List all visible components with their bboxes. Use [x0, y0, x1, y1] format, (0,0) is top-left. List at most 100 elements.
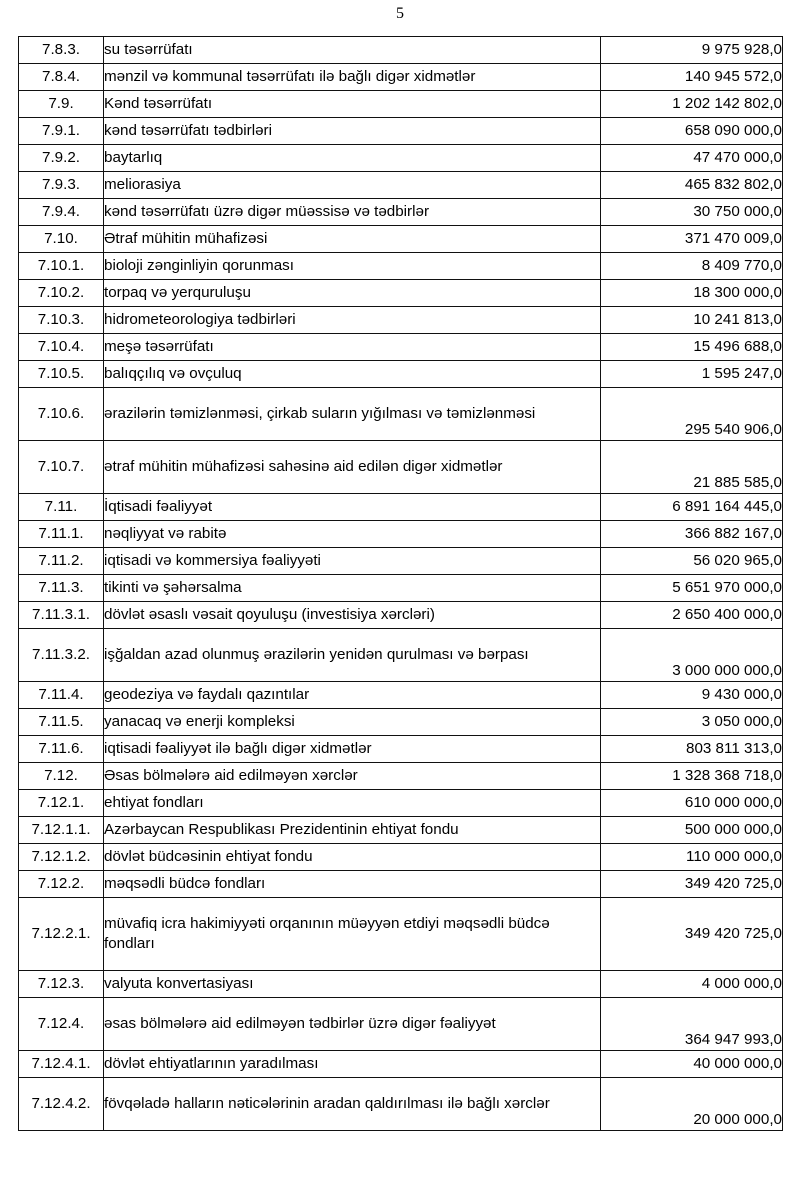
row-name-cell: ətraf mühitin mühafizəsi sahəsinə aid ed…	[103, 440, 601, 494]
row-name-cell: yanacaq və enerji kompleksi	[103, 708, 601, 736]
table-row: 7.9.2. baytarlıq 47 470 000,0	[18, 144, 783, 172]
table-row: 7.11.1. nəqliyyat və rabitə 366 882 167,0	[18, 520, 783, 548]
row-amount-cell: 110 000 000,0	[600, 843, 783, 871]
table-row: 7.8.4. mənzil və kommunal təsərrüfatı ilə…	[18, 63, 783, 91]
row-amount-cell: 8 409 770,0	[600, 252, 783, 280]
budget-table: 7.8.3. su təsərrüfatı 9 975 928,0 7.8.4. mən…	[18, 36, 783, 1131]
row-code-cell: 7.10.7.	[18, 440, 104, 494]
row-code-cell: 7.11.4.	[18, 681, 104, 709]
row-amount-cell: 465 832 802,0	[600, 171, 783, 199]
row-amount-cell: 1 595 247,0	[600, 360, 783, 388]
row-name-cell: məqsədli büdcə fondları	[103, 870, 601, 898]
row-name-cell: meliorasiya	[103, 171, 601, 199]
row-name-cell: iqtisadi fəaliyyət ilə bağlı digər xidmə…	[103, 735, 601, 763]
row-name-cell: əsas bölmələrə aid edilməyən tədbirlər ü…	[103, 997, 601, 1051]
table-row: 7.12.4.2. fövqəladə halların nəticələrini…	[18, 1077, 783, 1131]
row-amount-cell: 371 470 009,0	[600, 225, 783, 253]
table-row: 7.10.6. ərazilərin təmizlənməsi, çirkab s…	[18, 387, 783, 441]
table-row: 7.11.3. tikinti və şəhərsalma 5 651 970 00…	[18, 574, 783, 602]
row-name-cell: nəqliyyat və rabitə	[103, 520, 601, 548]
row-code-cell: 7.8.3.	[18, 36, 104, 64]
row-name-cell: baytarlıq	[103, 144, 601, 172]
row-name-cell: torpaq və yerquruluşu	[103, 279, 601, 307]
table-row: 7.10. Ətraf mühitin mühafizəsi 371 470 009…	[18, 225, 783, 253]
table-row: 7.10.3. hidrometeorologiya tədbirləri 10 2…	[18, 306, 783, 334]
table-row: 7.12.2. məqsədli büdcə fondları 349 420 72…	[18, 870, 783, 898]
row-name-cell: müvafiq icra hakimiyyəti orqanının müəyy…	[103, 897, 601, 971]
row-amount-cell: 349 420 725,0	[600, 897, 783, 971]
row-code-cell: 7.10.6.	[18, 387, 104, 441]
row-code-cell: 7.10.1.	[18, 252, 104, 280]
row-amount-cell: 364 947 993,0	[600, 997, 783, 1051]
row-name-cell: iqtisadi və kommersiya fəaliyyəti	[103, 547, 601, 575]
row-amount-cell: 500 000 000,0	[600, 816, 783, 844]
row-name-cell: meşə təsərrüfatı	[103, 333, 601, 361]
row-amount-cell: 20 000 000,0	[600, 1077, 783, 1131]
row-amount-cell: 15 496 688,0	[600, 333, 783, 361]
row-amount-cell: 349 420 725,0	[600, 870, 783, 898]
row-code-cell: 7.9.1.	[18, 117, 104, 145]
row-name-cell: fövqəladə halların nəticələrinin aradan …	[103, 1077, 601, 1131]
row-name-cell: Azərbaycan Respublikası Prezidentinin eh…	[103, 816, 601, 844]
table-row: 7.12.2.1. müvafiq icra hakimiyyəti orqanı…	[18, 897, 783, 971]
table-row: 7.11.6. iqtisadi fəaliyyət ilə bağlı digə…	[18, 735, 783, 763]
row-amount-cell: 1 328 368 718,0	[600, 762, 783, 790]
row-code-cell: 7.11.2.	[18, 547, 104, 575]
table-row: 7.8.3. su təsərrüfatı 9 975 928,0	[18, 36, 783, 64]
table-row: 7.10.4. meşə təsərrüfatı 15 496 688,0	[18, 333, 783, 361]
row-code-cell: 7.9.	[18, 90, 104, 118]
row-amount-cell: 6 891 164 445,0	[600, 493, 783, 521]
row-name-cell: mənzil və kommunal təsərrüfatı ilə bağlı…	[103, 63, 601, 91]
row-code-cell: 7.11.3.	[18, 574, 104, 602]
row-code-cell: 7.12.3.	[18, 970, 104, 998]
row-name-cell: dövlət ehtiyatlarının yaradılması	[103, 1050, 601, 1078]
row-code-cell: 7.10.3.	[18, 306, 104, 334]
row-code-cell: 7.9.3.	[18, 171, 104, 199]
table-row: 7.11.3.1. dövlət əsaslı vəsait qoyuluşu (…	[18, 601, 783, 629]
row-code-cell: 7.11.	[18, 493, 104, 521]
row-code-cell: 7.9.2.	[18, 144, 104, 172]
table-row: 7.11. İqtisadi fəaliyyət 6 891 164 445,0	[18, 493, 783, 521]
row-code-cell: 7.11.5.	[18, 708, 104, 736]
table-row: 7.12.4.1. dövlət ehtiyatlarının yaradılma…	[18, 1050, 783, 1078]
table-row: 7.11.2. iqtisadi və kommersiya fəaliyyəti…	[18, 547, 783, 575]
row-amount-cell: 1 202 142 802,0	[600, 90, 783, 118]
row-amount-cell: 21 885 585,0	[600, 440, 783, 494]
row-amount-cell: 9 430 000,0	[600, 681, 783, 709]
table-row: 7.9.3. meliorasiya 465 832 802,0	[18, 171, 783, 199]
table-row: 7.12. Əsas bölmələrə aid edilməyən xərclə…	[18, 762, 783, 790]
row-code-cell: 7.12.1.	[18, 789, 104, 817]
row-amount-cell: 56 020 965,0	[600, 547, 783, 575]
row-code-cell: 7.11.3.2.	[18, 628, 104, 682]
row-code-cell: 7.10.5.	[18, 360, 104, 388]
table-row: 7.9.4. kənd təsərrüfatı üzrə digər müəssi…	[18, 198, 783, 226]
row-name-cell: Kənd təsərrüfatı	[103, 90, 601, 118]
row-code-cell: 7.12.2.1.	[18, 897, 104, 971]
row-code-cell: 7.12.2.	[18, 870, 104, 898]
row-name-cell: bioloji zənginliyin qorunması	[103, 252, 601, 280]
row-amount-cell: 10 241 813,0	[600, 306, 783, 334]
row-amount-cell: 140 945 572,0	[600, 63, 783, 91]
row-amount-cell: 2 650 400 000,0	[600, 601, 783, 629]
table-row: 7.11.3.2. işğaldan azad olunmuş əraziləri…	[18, 628, 783, 682]
row-code-cell: 7.12.1.2.	[18, 843, 104, 871]
table-row: 7.10.5. balıqçılıq və ovçuluq 1 595 247,0	[18, 360, 783, 388]
table-row: 7.10.7. ətraf mühitin mühafizəsi sahəsinə…	[18, 440, 783, 494]
row-amount-cell: 47 470 000,0	[600, 144, 783, 172]
row-amount-cell: 803 811 313,0	[600, 735, 783, 763]
row-name-cell: işğaldan azad olunmuş ərazilərin yenidən…	[103, 628, 601, 682]
row-name-cell: Əsas bölmələrə aid edilməyən xərclər	[103, 762, 601, 790]
table-row: 7.9.1. kənd təsərrüfatı tədbirləri 658 090…	[18, 117, 783, 145]
row-code-cell: 7.10.4.	[18, 333, 104, 361]
table-row: 7.11.4. geodeziya və faydalı qazıntılar 9 …	[18, 681, 783, 709]
row-amount-cell: 295 540 906,0	[600, 387, 783, 441]
table-row: 7.9. Kənd təsərrüfatı 1 202 142 802,0	[18, 90, 783, 118]
row-name-cell: kənd təsərrüfatı tədbirləri	[103, 117, 601, 145]
row-name-cell: geodeziya və faydalı qazıntılar	[103, 681, 601, 709]
row-name-cell: dövlət büdcəsinin ehtiyat fondu	[103, 843, 601, 871]
row-name-cell: ehtiyat fondları	[103, 789, 601, 817]
row-amount-cell: 4 000 000,0	[600, 970, 783, 998]
row-amount-cell: 658 090 000,0	[600, 117, 783, 145]
row-amount-cell: 30 750 000,0	[600, 198, 783, 226]
